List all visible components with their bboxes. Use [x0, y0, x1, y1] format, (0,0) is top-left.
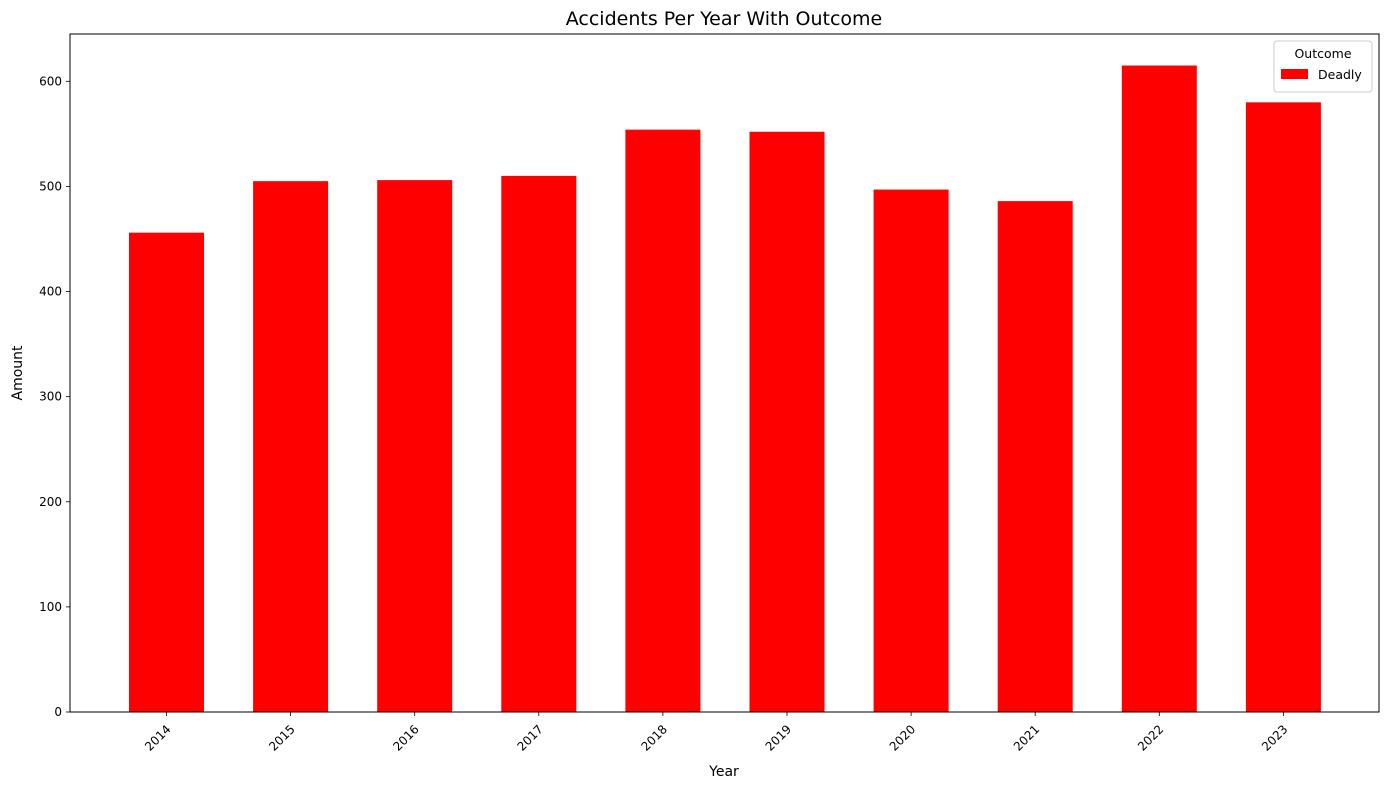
x-tick-label-2018: 2018	[639, 722, 670, 753]
bar-2021	[997, 201, 1073, 712]
y-tick-label-500: 500	[39, 179, 62, 193]
chart-title: Accidents Per Year With Outcome	[566, 8, 883, 30]
x-axis-label: Year	[708, 764, 739, 780]
bar-2019	[749, 131, 825, 712]
x-tick-label-2019: 2019	[763, 722, 794, 753]
y-axis: 0 100 200 300 400 500 600	[39, 74, 70, 719]
bar-2023	[1245, 102, 1321, 712]
legend-box	[1273, 40, 1373, 93]
bar-2015	[253, 181, 329, 712]
x-axis: 2014 2015 2016 2017 2018 2019 2020 2021 2022 2023	[142, 712, 1291, 754]
bar-2020	[873, 189, 949, 712]
y-tick-label-300: 300	[39, 390, 62, 404]
y-tick-label-600: 600	[39, 74, 62, 88]
y-tick-label-200: 200	[39, 495, 62, 509]
legend-title: Outcome	[1294, 46, 1351, 61]
plot-area-frame	[69, 33, 1380, 713]
y-axis-label: Amount	[10, 345, 26, 401]
bar-2017	[501, 175, 577, 712]
legend: Outcome Deadly	[1273, 40, 1373, 93]
x-tick-label-2016: 2016	[390, 722, 421, 753]
x-tick-label-2017: 2017	[514, 722, 545, 753]
y-tick-label-0: 0	[54, 705, 62, 719]
legend-swatch-deadly	[1281, 69, 1308, 79]
bar-2014	[129, 232, 204, 713]
bar-2022	[1121, 65, 1197, 712]
y-tick-label-100: 100	[39, 600, 62, 614]
x-tick-label-2014: 2014	[142, 722, 173, 753]
legend-label-deadly: Deadly	[1318, 67, 1362, 82]
bars-layer	[129, 65, 1321, 713]
x-tick-label-2023: 2023	[1259, 722, 1290, 753]
x-tick-label-2022: 2022	[1135, 722, 1166, 753]
bar-2016	[377, 180, 453, 713]
x-tick-label-2015: 2015	[266, 722, 297, 753]
y-tick-label-400: 400	[39, 285, 62, 299]
bar-2018	[625, 129, 701, 712]
x-tick-label-2020: 2020	[887, 722, 918, 753]
x-tick-label-2021: 2021	[1011, 722, 1042, 753]
